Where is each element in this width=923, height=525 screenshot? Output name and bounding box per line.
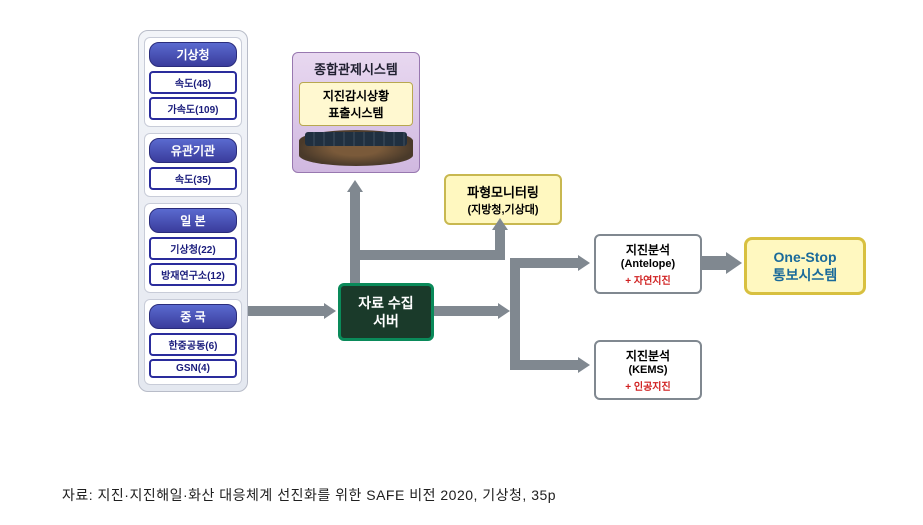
group-item: 방재연구소(12) (149, 263, 237, 286)
data-collection-server: 자료 수집 서버 (338, 283, 434, 341)
group-item: 속도(48) (149, 71, 237, 94)
earthquake-system-diagram: 기상청 속도(48) 가속도(109) 유관기관 속도(35) 일 본 기상청(… (0, 0, 923, 480)
analysis-title: 지진분석 (599, 347, 697, 364)
arrow-to-analysis-a (510, 258, 580, 268)
control-desk-icon (299, 130, 413, 166)
group-item: 한중공동(6) (149, 333, 237, 356)
arrow-to-wave (495, 228, 505, 260)
group-item: 가속도(109) (149, 97, 237, 120)
group-item: GSN(4) (149, 359, 237, 378)
onestop-line1: One-Stop (774, 249, 837, 265)
group-header: 기상청 (149, 42, 237, 67)
server-line1: 자료 수집 (358, 295, 413, 311)
arrow-split-vertical (510, 258, 520, 370)
arrow-branch-top (350, 250, 505, 260)
group-header: 중 국 (149, 304, 237, 329)
arrow-server-right (434, 306, 500, 316)
arrow-to-analysis-b (510, 360, 580, 370)
figure-caption: 자료: 지진·지진해일·화산 대응체계 선진화를 위한 SAFE 비전 2020… (62, 485, 556, 505)
group-item: 속도(35) (149, 167, 237, 190)
analysis-kems: 지진분석 (KEMS) + 인공지진 (594, 340, 702, 400)
integrated-sub: 지진감시상황 표출시스템 (299, 82, 413, 126)
source-group-related: 유관기관 속도(35) (144, 133, 242, 197)
source-group-kma: 기상청 속도(48) 가속도(109) (144, 37, 242, 127)
analysis-tag: + 자연지진 (599, 272, 697, 287)
arrow-to-integrated (350, 190, 360, 250)
analysis-subtitle: (Antelope) (599, 258, 697, 270)
analysis-subtitle: (KEMS) (599, 364, 697, 376)
source-group-china: 중 국 한중공동(6) GSN(4) (144, 299, 242, 385)
source-panel: 기상청 속도(48) 가속도(109) 유관기관 속도(35) 일 본 기상청(… (138, 30, 248, 392)
integrated-title: 종합관제시스템 (299, 59, 413, 78)
group-header: 일 본 (149, 208, 237, 233)
integrated-sub-line2: 표출시스템 (328, 106, 383, 120)
integrated-control-system: 종합관제시스템 지진감시상황 표출시스템 (292, 52, 420, 173)
wave-title: 파형모니터링 (450, 182, 556, 201)
server-line2: 서버 (373, 313, 399, 329)
onestop-line2: 통보시스템 (773, 267, 837, 283)
group-item: 기상청(22) (149, 237, 237, 260)
arrow-to-onestop (702, 256, 728, 270)
analysis-tag: + 인공지진 (599, 378, 697, 393)
one-stop-notification: One-Stop 통보시스템 (744, 237, 866, 295)
source-group-japan: 일 본 기상청(22) 방재연구소(12) (144, 203, 242, 293)
integrated-sub-line1: 지진감시상황 (323, 89, 389, 103)
arrow-sources-to-server (248, 306, 326, 316)
analysis-antelope: 지진분석 (Antelope) + 자연지진 (594, 234, 702, 294)
analysis-title: 지진분석 (599, 241, 697, 258)
wave-subtitle: (지방청,기상대) (450, 201, 556, 217)
group-header: 유관기관 (149, 138, 237, 163)
